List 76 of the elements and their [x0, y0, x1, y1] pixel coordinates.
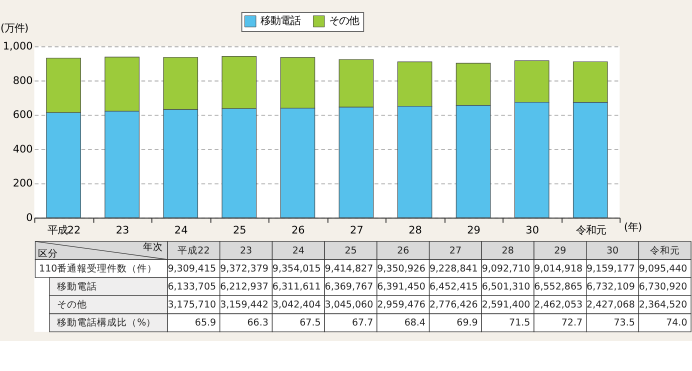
- text: 2,776,426: [429, 300, 478, 311]
- text: 9,228,841: [429, 263, 478, 274]
- legend-label: 移動電話: [260, 15, 300, 28]
- text: 3,045,060: [324, 300, 374, 311]
- text: 6,730,920: [638, 281, 688, 292]
- x-tick-label: 26: [292, 224, 305, 236]
- text: 66.3: [247, 318, 268, 329]
- category-label: 25: [344, 245, 357, 256]
- category-label: 30: [606, 245, 619, 256]
- y-tick-label: 800: [12, 74, 33, 87]
- text: 9,350,926: [377, 263, 426, 274]
- category-label: 29: [554, 245, 566, 256]
- text: 6,212,937: [220, 281, 268, 292]
- y-axis-title: (万件): [0, 22, 29, 35]
- text: 9,414,827: [324, 263, 374, 274]
- text: 73.5: [614, 318, 635, 329]
- x-tick-label: 25: [232, 224, 246, 236]
- text: 67.5: [300, 318, 321, 329]
- x-tick-label: 28: [408, 224, 422, 236]
- text: 74.0: [666, 318, 688, 329]
- x-tick-label: 平成22: [47, 224, 81, 236]
- text: 71.5: [509, 318, 530, 329]
- category-label: 27: [449, 245, 462, 256]
- text: 移動電話: [57, 281, 98, 292]
- text: 9,372,379: [220, 263, 268, 274]
- text: 6,391,450: [377, 281, 426, 292]
- y-tick-label: 0: [26, 212, 33, 224]
- text: 6,369,767: [324, 281, 374, 292]
- category-label: 28: [502, 245, 514, 256]
- text: 2,959,476: [377, 300, 426, 311]
- x-tick-label: 29: [467, 224, 480, 236]
- y-tick-label: 1,000: [2, 40, 33, 53]
- text: 3,175,710: [168, 300, 216, 311]
- text: 2,462,053: [534, 300, 583, 311]
- x-tick-label: 令和元: [576, 224, 606, 236]
- text: 3,042,404: [272, 300, 321, 311]
- text: 110番通報受理件数（件）: [39, 262, 158, 274]
- text: 2,427,068: [586, 300, 635, 311]
- text: 6,501,310: [482, 281, 530, 292]
- x-tick-label: 23: [116, 224, 130, 236]
- text: 9,092,710: [482, 263, 530, 274]
- category-label: 26: [397, 245, 410, 256]
- text: 9,095,440: [638, 263, 688, 274]
- text: 2,364,520: [638, 300, 688, 311]
- text: 区分: [38, 248, 58, 260]
- text: 2,591,400: [482, 300, 530, 311]
- y-tick-label: 200: [12, 178, 33, 190]
- text: 9,309,415: [168, 263, 216, 274]
- text: 移動電話構成比（%）: [57, 316, 156, 329]
- x-tick-label: 30: [526, 224, 539, 236]
- text: 6,552,865: [534, 281, 583, 292]
- text: 6,732,109: [586, 281, 635, 292]
- text: 9,354,015: [272, 263, 321, 274]
- category-label: 平成22: [178, 245, 210, 256]
- text: 6,133,705: [168, 281, 216, 292]
- text: 65.9: [194, 318, 216, 329]
- x-axis-title: (年): [624, 221, 642, 234]
- category-label: 23: [240, 245, 252, 256]
- category-label: 24: [292, 245, 304, 256]
- text: 68.4: [404, 318, 426, 329]
- text: 72.7: [561, 318, 583, 329]
- text: 年次: [142, 240, 163, 253]
- y-tick-label: 400: [12, 143, 33, 156]
- text: 69.9: [456, 318, 478, 329]
- text: 67.7: [352, 318, 374, 329]
- text: その他: [57, 300, 88, 311]
- text: 9,159,177: [586, 263, 635, 274]
- category-label: 令和元: [650, 245, 680, 256]
- legend-label: その他: [328, 15, 359, 28]
- text: 9,014,918: [534, 263, 583, 274]
- text: 3,159,442: [220, 300, 268, 311]
- x-tick-label: 27: [350, 224, 364, 236]
- text: 6,452,415: [429, 281, 478, 292]
- x-tick-label: 24: [174, 224, 188, 236]
- y-tick-label: 600: [12, 109, 33, 122]
- text: 6,311,611: [272, 281, 321, 292]
